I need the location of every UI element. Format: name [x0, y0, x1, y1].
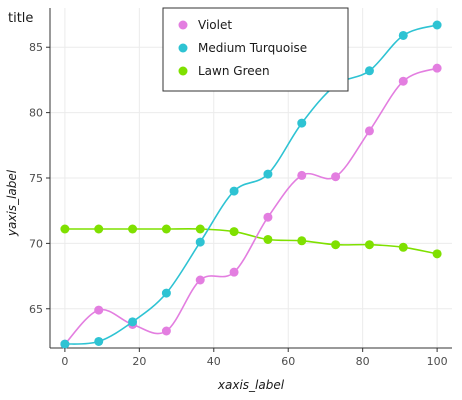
data-point: [364, 240, 374, 250]
data-point: [195, 224, 205, 234]
x-tick-label: 100: [427, 355, 448, 368]
data-point: [398, 76, 408, 86]
data-point: [60, 339, 70, 349]
y-tick-labels: 65 70 75 80 85: [29, 41, 50, 316]
data-point: [263, 169, 273, 179]
data-point: [229, 227, 239, 237]
data-point: [263, 234, 273, 244]
data-point: [128, 317, 138, 327]
y-axis-title: yaxis_label: [5, 169, 19, 237]
data-point: [60, 224, 70, 234]
data-point: [94, 224, 104, 234]
y-tick-label: 70: [29, 237, 43, 250]
data-point: [161, 288, 171, 298]
data-point: [229, 267, 239, 277]
y-tick-label: 80: [29, 107, 43, 120]
series-line-violet: [64, 67, 438, 345]
legend-swatch: [178, 20, 188, 30]
legend-item: Lawn Green: [178, 64, 270, 78]
data-point: [195, 275, 205, 285]
legend-swatch: [178, 43, 188, 53]
y-tick-label: 85: [29, 41, 43, 54]
data-point: [398, 30, 408, 40]
series-violet: [60, 63, 442, 349]
x-tick-label: 0: [61, 355, 68, 368]
legend-swatch: [178, 66, 188, 76]
data-point: [432, 20, 442, 30]
data-point: [161, 326, 171, 336]
data-point: [128, 224, 138, 234]
data-point: [297, 118, 307, 128]
x-tick-labels: 0 20 40 60 80 100: [61, 348, 448, 368]
x-axis-title: xaxis_label: [217, 378, 285, 392]
legend-box: [162, 7, 349, 92]
legend-label: Violet: [198, 18, 232, 32]
legend-item: Violet: [178, 18, 232, 32]
x-tick-label: 20: [132, 355, 146, 368]
data-point: [331, 172, 341, 182]
data-point: [229, 186, 239, 196]
data-point: [297, 236, 307, 246]
series-lines: [60, 20, 442, 349]
series-line-lawn-green: [64, 228, 438, 255]
data-point: [94, 305, 104, 315]
legend-label: Lawn Green: [198, 64, 270, 78]
data-point: [432, 63, 442, 73]
data-point: [364, 126, 374, 136]
data-point: [195, 237, 205, 247]
legend: Violet Medium Turquoise Lawn Green: [162, 7, 349, 92]
chart-title: title: [8, 11, 33, 26]
y-tick-label: 75: [29, 172, 43, 185]
data-point: [297, 170, 307, 180]
data-point: [432, 249, 442, 259]
x-tick-label: 60: [281, 355, 295, 368]
data-point: [94, 336, 104, 346]
legend-label: Medium Turquoise: [198, 41, 307, 55]
data-point: [263, 212, 273, 222]
legend-item: Medium Turquoise: [178, 41, 307, 55]
data-point: [364, 66, 374, 76]
y-tick-label: 65: [29, 303, 43, 316]
data-point: [161, 224, 171, 234]
series-lawn-green: [60, 224, 442, 259]
x-tick-label: 80: [356, 355, 370, 368]
data-point: [398, 242, 408, 252]
x-tick-label: 40: [207, 355, 221, 368]
data-point: [331, 240, 341, 250]
